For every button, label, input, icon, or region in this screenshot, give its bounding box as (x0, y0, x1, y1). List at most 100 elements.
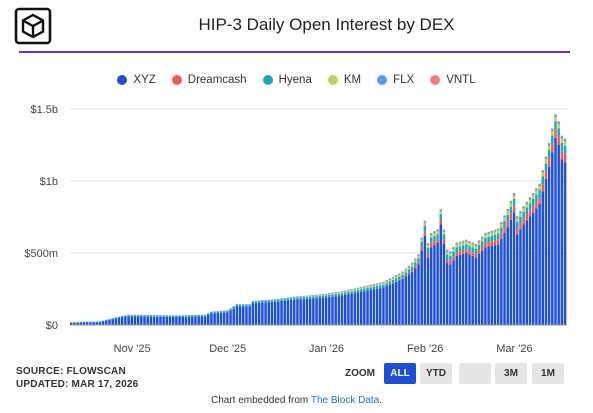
bar-segment-km (302, 296, 306, 298)
bar-segment-dreamcash (538, 197, 541, 205)
zoom-ytd-button[interactable]: YTD (420, 363, 452, 384)
bar-segment-flx (449, 251, 452, 254)
zoom-1m-button[interactable]: 1M (532, 363, 564, 384)
bar-segment-dreamcash (420, 246, 423, 251)
bar-segment-km (382, 283, 385, 285)
bar-segment-hyena (509, 206, 513, 214)
bar-segment-hyena (414, 262, 417, 267)
y-tick-label: $0 (46, 320, 58, 332)
bar-segment-hyena (321, 295, 325, 298)
bar-segment-hyena (519, 217, 522, 224)
bar-segment-hyena (216, 311, 220, 314)
bar-segment-km (535, 190, 538, 195)
bar-segment-vntl (528, 197, 532, 198)
bar-segment-hyena (496, 233, 500, 240)
bar-segment-km (509, 203, 513, 207)
bar-segment-vntl (455, 242, 458, 244)
bar-segment-flx (363, 286, 366, 288)
bar-segment-xyz (369, 290, 372, 325)
bar-segment-km (430, 235, 433, 238)
bar-segment-hyena (337, 293, 341, 297)
bar-segment-dreamcash (484, 242, 487, 248)
bar-segment-xyz (79, 322, 83, 325)
bar-segment-hyena (286, 298, 290, 301)
bar-segment-hyena (445, 254, 449, 260)
bar-segment-flx (439, 209, 443, 212)
bar-segment-hyena (439, 214, 443, 220)
bar-segment-flx (379, 282, 382, 284)
bar-segment-hyena (210, 312, 213, 314)
bar-segment-flx (289, 297, 293, 298)
bar-segment-flx (200, 314, 204, 316)
bar-segment-km (480, 238, 484, 242)
bar-segment-hyena (474, 248, 478, 254)
bar-segment-vntl (554, 114, 557, 115)
legend-item-flx[interactable]: FLX (377, 74, 414, 86)
bar-segment-xyz (296, 299, 299, 325)
bar-segment-hyena (461, 245, 465, 251)
bar-segment-xyz (92, 322, 95, 325)
bar-segment-flx (296, 296, 299, 298)
bar-segment-hyena (254, 301, 258, 304)
bar-segment-hyena (528, 203, 532, 211)
bar-segment-flx (465, 240, 468, 242)
bar-segment-flx (531, 193, 535, 196)
legend-item-dreamcash[interactable]: Dreamcash (171, 74, 247, 86)
bar-segment-xyz (321, 297, 325, 325)
legend-label: FLX (393, 74, 415, 86)
bar-segment-flx (264, 299, 267, 301)
bar-segment-vntl (516, 215, 519, 217)
bar-segment-hyena (165, 315, 169, 317)
bar-segment-xyz (293, 299, 296, 325)
bar-segment-flx (551, 129, 554, 132)
bar-segment-km (516, 218, 519, 223)
bar-segment-flx (267, 299, 271, 301)
bar-segment-hyena (343, 292, 347, 295)
bar-segment-xyz (238, 306, 242, 325)
bar-segment-hyena (535, 194, 538, 202)
the-block-data-link[interactable]: The Block Data (310, 395, 380, 406)
legend-item-hyena[interactable]: Hyena (262, 74, 312, 86)
bar-segment-flx (433, 231, 436, 234)
legend-item-vntl[interactable]: VNTL (430, 74, 476, 86)
bar-segment-xyz (363, 291, 366, 325)
bar-segment-flx (522, 206, 525, 209)
bar-segment-xyz (531, 212, 535, 325)
bar-segment-xyz (85, 322, 89, 325)
y-tick-label: $500m (24, 248, 58, 260)
bar-segment-km (337, 293, 341, 294)
bar-segment-vntl (560, 135, 564, 137)
bar-segment-hyena (560, 142, 564, 151)
bar-segment-vntl (544, 156, 548, 158)
bar-segment-dreamcash (417, 262, 420, 265)
bar-segment-xyz (98, 322, 102, 325)
bar-segment-km (379, 283, 382, 286)
bar-segment-xyz (557, 145, 560, 325)
bar-segment-dreamcash (516, 228, 519, 235)
bar-segment-hyena (308, 296, 312, 299)
bar-segment-hyena (356, 289, 360, 293)
bar-segment-hyena (277, 299, 280, 302)
legend-item-xyz[interactable]: XYZ (117, 74, 156, 86)
bar-segment-dreamcash (506, 221, 509, 228)
zoom-3m-button[interactable]: 3M (495, 363, 527, 384)
bar-segment-km (544, 159, 548, 164)
bar-segment-flx (181, 315, 184, 316)
bar-segment-xyz (248, 306, 251, 325)
bar-segment-km (551, 131, 554, 136)
bar-segment-flx (506, 209, 509, 212)
bar-segment-xyz (410, 271, 414, 325)
bar-segment-xyz (222, 312, 226, 325)
source-note: SOURCE: FLOWSCAN UPDATED: MAR 17, 2026 (16, 365, 138, 391)
bar-segment-hyena (465, 244, 468, 250)
bar-segment-dreamcash (503, 227, 506, 233)
bar-segment-flx (512, 193, 516, 196)
the-block-logo-icon (14, 7, 52, 45)
bar-segment-dreamcash (487, 242, 490, 247)
bar-segment-hyena (490, 235, 494, 242)
zoom-blank-button[interactable] (459, 363, 491, 384)
bar-segment-dreamcash (525, 214, 529, 221)
legend-item-km[interactable]: KM (327, 74, 361, 86)
zoom-all-button[interactable]: ALL (384, 363, 416, 384)
x-tick-label: Dec '25 (209, 343, 246, 355)
